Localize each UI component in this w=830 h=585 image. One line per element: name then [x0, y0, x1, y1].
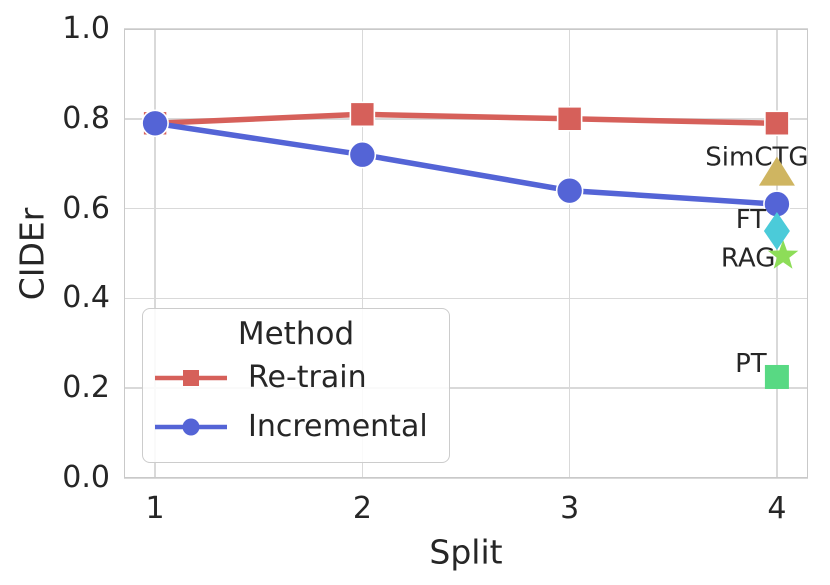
legend-rows: Re-train Incremental: [143, 353, 449, 451]
legend-sample-circle-icon: [155, 418, 227, 436]
gridline-horizontal: [124, 387, 808, 389]
series-marker-incremental: [555, 176, 584, 205]
annotation-label-pt: PT: [735, 349, 767, 379]
gridline-horizontal: [124, 28, 808, 30]
gridline-vertical: [568, 29, 571, 478]
gridline-vertical: [154, 29, 156, 478]
gridline-vertical: [361, 29, 364, 478]
series-marker-incremental: [348, 140, 377, 169]
legend-label-re-train: Re-train: [248, 360, 367, 395]
x-tick-label: 3: [560, 491, 580, 526]
x-axis-label: Split: [429, 532, 503, 572]
annotation-label-rag: RAG: [721, 244, 776, 274]
x-tick-label: 4: [767, 491, 787, 526]
series-line-re-train: [152, 111, 780, 127]
y-axis-label: CIDEr: [12, 207, 52, 300]
y-tick-label: 0.6: [62, 190, 110, 226]
y-tick-label: 0.2: [62, 370, 110, 406]
annotation-label-ft: FT: [736, 205, 766, 235]
legend-title: Method: [237, 316, 355, 352]
y-tick-label: 1.0: [62, 11, 110, 46]
annotation-marker-ft: [763, 212, 790, 251]
y-tick-label: 0.8: [62, 100, 110, 136]
y-tick-label: 0.4: [62, 280, 110, 316]
legend-sample-square-icon: [155, 370, 227, 386]
series-marker-re-train: [349, 101, 376, 128]
legend-label-incremental: Incremental: [248, 409, 428, 444]
annotation-marker-pt: [764, 364, 789, 389]
series-marker-re-train: [556, 106, 583, 132]
legend-item-incremental: Incremental: [143, 403, 449, 451]
annotation-marker-simctg: [758, 156, 795, 186]
series-marker-re-train: [764, 110, 790, 137]
legend-item-re-train: Re-train: [143, 354, 449, 402]
annotation-label-simctg: SimCTG: [705, 143, 808, 173]
series-marker-incremental: [141, 109, 169, 138]
gridline-horizontal: [124, 297, 808, 300]
annotation-marker-rag: [767, 239, 799, 269]
x-tick-label: 1: [145, 491, 165, 526]
x-tick-label: 2: [352, 491, 372, 526]
series-line-incremental: [152, 120, 780, 207]
legend: Method Re-train Incremental: [142, 308, 450, 463]
gridline-horizontal: [124, 207, 808, 210]
y-tick-label: 0.0: [62, 460, 110, 495]
